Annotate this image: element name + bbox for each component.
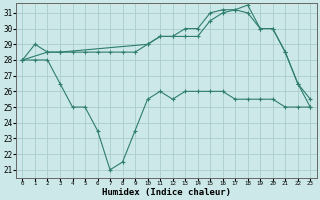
X-axis label: Humidex (Indice chaleur): Humidex (Indice chaleur) [102, 188, 231, 197]
